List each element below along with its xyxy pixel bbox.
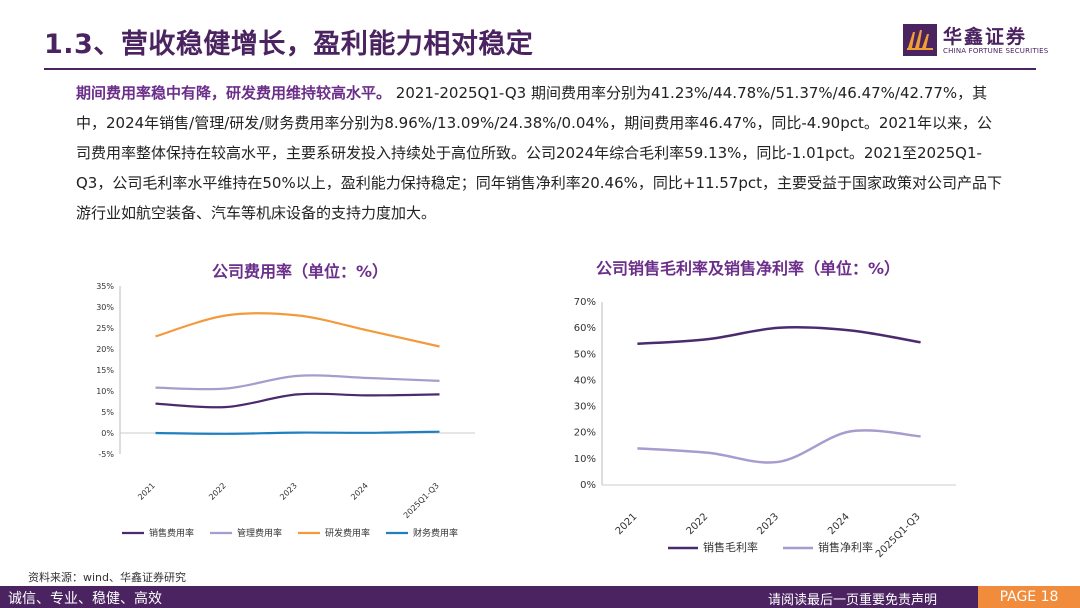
x-tick-label: 2024 xyxy=(349,481,370,502)
x-tick-label: 2023 xyxy=(755,511,781,537)
y-tick-label: 70% xyxy=(574,297,596,308)
series-line-2 xyxy=(155,374,440,391)
header-divider xyxy=(44,68,1036,70)
series-line-4 xyxy=(155,430,440,435)
x-tick-label: 2024 xyxy=(826,511,852,537)
y-tick-label: 20% xyxy=(574,428,596,439)
series-line-2 xyxy=(637,429,921,464)
y-tick-label: 15% xyxy=(96,366,114,375)
x-tick-label: 2021 xyxy=(614,511,640,537)
y-tick-label: 50% xyxy=(574,349,596,360)
y-tick-label: 20% xyxy=(96,345,114,354)
y-tick-label: -5% xyxy=(98,450,114,459)
y-tick-label: 30% xyxy=(96,303,114,312)
summary-paragraph: 期间费用率稳中有降，研发费用维持较高水平。 2021-2025Q1-Q3 期间费… xyxy=(76,78,1006,228)
y-tick-label: 40% xyxy=(574,375,596,386)
legend-label: 研发费用率 xyxy=(325,527,370,539)
legend-label: 管理费用率 xyxy=(237,527,282,539)
x-tick-label: 2025Q1-Q3 xyxy=(402,481,441,520)
chart-1-title: 公司费用率（单位：%） xyxy=(212,262,389,281)
footer-disclaimer: 请阅读最后一页重要免责声明 xyxy=(768,593,938,608)
y-tick-label: 0% xyxy=(580,480,596,491)
x-tick-label: 2022 xyxy=(207,481,228,502)
page-title: 1.3、营收稳健增长，盈利能力相对稳定 xyxy=(44,29,534,60)
chart-2-title: 公司销售毛利率及销售净利率（单位：%） xyxy=(596,259,901,278)
footer-slogan: 诚信、专业、稳健、高效 xyxy=(8,591,162,607)
y-tick-label: 25% xyxy=(96,324,114,333)
series-line-1 xyxy=(637,325,921,346)
y-tick-label: 35% xyxy=(96,282,114,291)
company-logo: 华鑫证券 CHINA FORTUNE SECURITIES xyxy=(903,22,1073,62)
source-note: 资料来源：wind、华鑫证券研究 xyxy=(28,571,187,584)
logo-mark-icon xyxy=(903,24,937,56)
margin-chart: 0% 10% 20% 30% 40% 50% 60% 70% 2021 2022 2023 2024 2… xyxy=(574,297,956,560)
y-tick-label: 0% xyxy=(101,429,114,438)
y-tick-label: 30% xyxy=(574,402,596,413)
logo-name-en: CHINA FORTUNE SECURITIES xyxy=(943,47,1049,55)
footer-bar: 诚信、专业、稳健、高效 请阅读最后一页重要免责声明 PAGE 18 xyxy=(0,586,1080,608)
summary-lead: 期间费用率稳中有降，研发费用维持较高水平。 xyxy=(76,84,392,102)
page-number: PAGE 18 xyxy=(978,586,1080,608)
legend-label: 销售净利率 xyxy=(818,540,873,554)
logo-name-cn: 华鑫证券 xyxy=(943,26,1028,48)
x-tick-label: 2022 xyxy=(685,511,711,537)
y-tick-label: 5% xyxy=(101,408,114,417)
y-tick-label: 60% xyxy=(574,323,596,334)
x-tick-label: 2021 xyxy=(136,481,157,502)
summary-text: 2021-2025Q1-Q3 期间费用率分别为41.23%/44.78%/51.… xyxy=(76,84,1003,222)
series-line-1 xyxy=(155,392,440,409)
x-tick-label: 2023 xyxy=(278,481,299,502)
legend-label: 销售费用率 xyxy=(149,527,194,539)
legend-label: 财务费用率 xyxy=(413,527,458,539)
x-tick-label: 2025Q1-Q3 xyxy=(874,511,923,560)
y-tick-label: 10% xyxy=(574,454,596,465)
y-tick-label: 10% xyxy=(96,387,114,396)
expense-ratio-chart: -5% 0% 5% 10% 15% 20% 25% 30% 35% 2021 2022 2023 202… xyxy=(96,282,475,539)
series-line-3 xyxy=(155,312,440,348)
legend-label: 销售毛利率 xyxy=(703,540,758,554)
